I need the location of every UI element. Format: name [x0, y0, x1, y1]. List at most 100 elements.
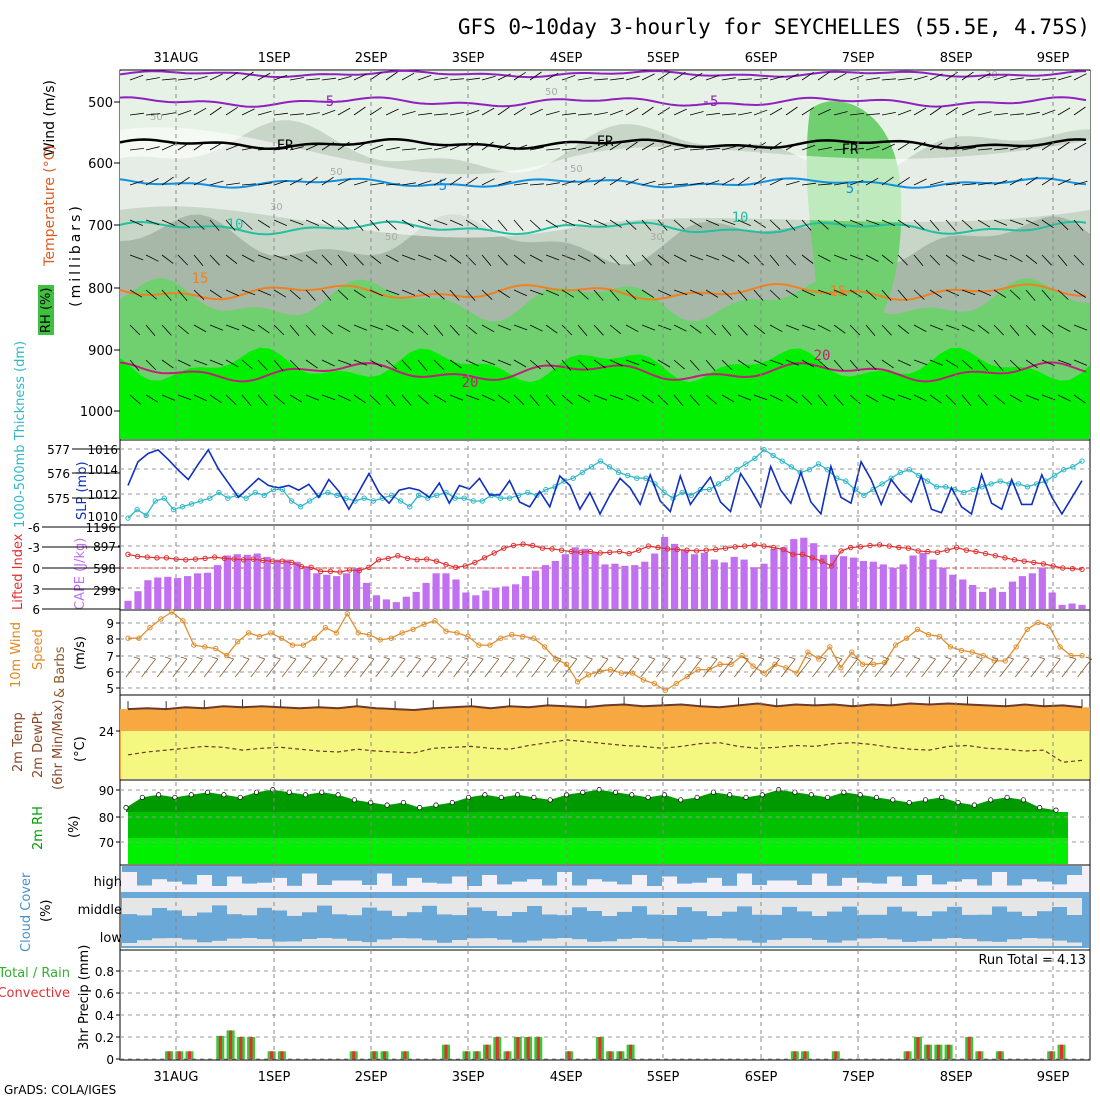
upper-wind-barb — [945, 219, 956, 231]
surface-wind-barb-flag — [835, 656, 843, 660]
lifted-index-point — [1069, 566, 1076, 572]
wind-speed-point — [256, 633, 263, 640]
upper-wind-barb — [977, 219, 991, 228]
rh-point — [710, 789, 716, 795]
upper-wind-barb — [657, 71, 670, 81]
upper-wind-barb — [625, 219, 637, 230]
upper-wind-barb — [481, 359, 496, 366]
upper-wind-barb — [177, 110, 192, 116]
upper-wind-barb — [721, 177, 735, 186]
upper-wind-barb — [753, 394, 768, 401]
thickness-point — [388, 492, 395, 498]
cape-bar — [462, 592, 470, 609]
cape-bar — [790, 539, 798, 609]
wind-speed-point — [300, 642, 307, 648]
cape-bar — [1058, 604, 1066, 609]
cape-bar — [362, 582, 371, 609]
temp-units-label: (°C) — [73, 736, 88, 762]
surface-wind-barb — [624, 658, 640, 678]
upper-wind-barb — [289, 77, 304, 81]
cape-bar — [611, 563, 619, 609]
upper-wind-barb — [705, 112, 720, 116]
rh-point — [743, 794, 749, 800]
day-gridlines — [175, 70, 1054, 1060]
upper-wind-barb — [817, 219, 829, 230]
upper-wind-barb — [993, 254, 1008, 261]
wind-speed-point — [267, 630, 274, 636]
upper-wind-barb — [1057, 324, 1071, 332]
surface-wind-barb — [422, 658, 437, 678]
surface-wind-barb-flag — [586, 656, 593, 660]
cloud-high-cell — [497, 866, 512, 885]
cape-bar — [690, 554, 699, 609]
lifted-index-point — [269, 558, 276, 564]
wind-speed-point — [191, 642, 197, 648]
thickness-point — [734, 467, 740, 473]
upper-wind-barb — [1073, 289, 1087, 298]
isotherm-label: 5 — [326, 94, 334, 110]
upper-wind-barb — [337, 219, 349, 230]
upper-wind-barb — [897, 394, 912, 401]
surface-wind-barb — [203, 658, 219, 678]
date-label-bottom: 6SEP — [745, 1070, 778, 1085]
upper-wind-barb — [881, 359, 894, 369]
rh-point — [825, 794, 831, 800]
lifted-index-point — [308, 564, 314, 570]
upper-wind-barb — [593, 324, 604, 336]
date-label-top: 7SEP — [842, 51, 875, 66]
cloud-low-gap — [167, 938, 182, 946]
upper-wind-barb — [337, 394, 351, 402]
rh-point — [1053, 807, 1059, 813]
precip-convective-bar — [249, 1037, 253, 1059]
thickness-point — [125, 515, 131, 521]
upper-wind-barb — [177, 394, 192, 401]
wind-speed-point — [1068, 652, 1074, 659]
cloud-middle-gap — [377, 898, 392, 911]
upper-wind-barb — [721, 359, 733, 371]
cape-bar — [979, 591, 987, 609]
cloud-high-cell — [317, 866, 332, 885]
thickness-point — [361, 495, 367, 501]
surface-wind-barb — [406, 658, 422, 678]
surface-wind-barb-flag — [289, 656, 297, 660]
upper-wind-barb — [161, 394, 176, 401]
upper-wind-barb — [897, 359, 911, 367]
upper-wind-barb — [465, 109, 480, 116]
surface-wind-barb — [796, 658, 812, 678]
date-label-top: 6SEP — [745, 51, 778, 66]
cloud-middle-gap — [857, 898, 872, 915]
upper-wind-barb — [497, 394, 510, 404]
upper-wind-barb — [561, 394, 573, 405]
upper-wind-barb — [321, 109, 336, 116]
cloud-middle-gap — [212, 898, 227, 906]
upper-wind-barb — [465, 289, 476, 301]
upper-wind-barb — [129, 394, 141, 405]
upper-wind-barb — [417, 219, 432, 226]
rh-point — [1004, 794, 1010, 800]
upper-wind-barb — [337, 141, 350, 151]
upper-wind-barb — [929, 359, 944, 366]
precip-convective-bar — [383, 1051, 386, 1059]
lifted-index-point — [1040, 561, 1047, 567]
upper-wind-barb — [609, 109, 624, 116]
upper-wind-barb — [289, 394, 303, 403]
lifted-index-point — [154, 555, 160, 561]
cloud-low-gap — [812, 939, 827, 946]
upper-wind-barb — [609, 289, 620, 301]
cloud-high-cell — [197, 866, 212, 875]
cape-bar — [919, 552, 927, 609]
cape-bar — [512, 584, 520, 609]
upper-wind-barb — [833, 72, 847, 81]
thickness-point — [906, 467, 913, 473]
upper-wind-barb — [545, 394, 556, 406]
lifted-index-point — [395, 553, 401, 559]
surface-wind-barb — [780, 658, 796, 678]
upper-wind-barb — [193, 289, 205, 300]
wind-tick: 9 — [106, 617, 114, 631]
precip-axis-label: 3hr Precip (mm) — [77, 945, 92, 1050]
cloud-low-gap — [377, 939, 392, 946]
lifted-index-point — [289, 559, 295, 566]
slp-frame — [119, 439, 1091, 526]
rh-contour-label: 50 — [570, 164, 583, 175]
wind-units-label: (m/s) — [73, 636, 88, 670]
